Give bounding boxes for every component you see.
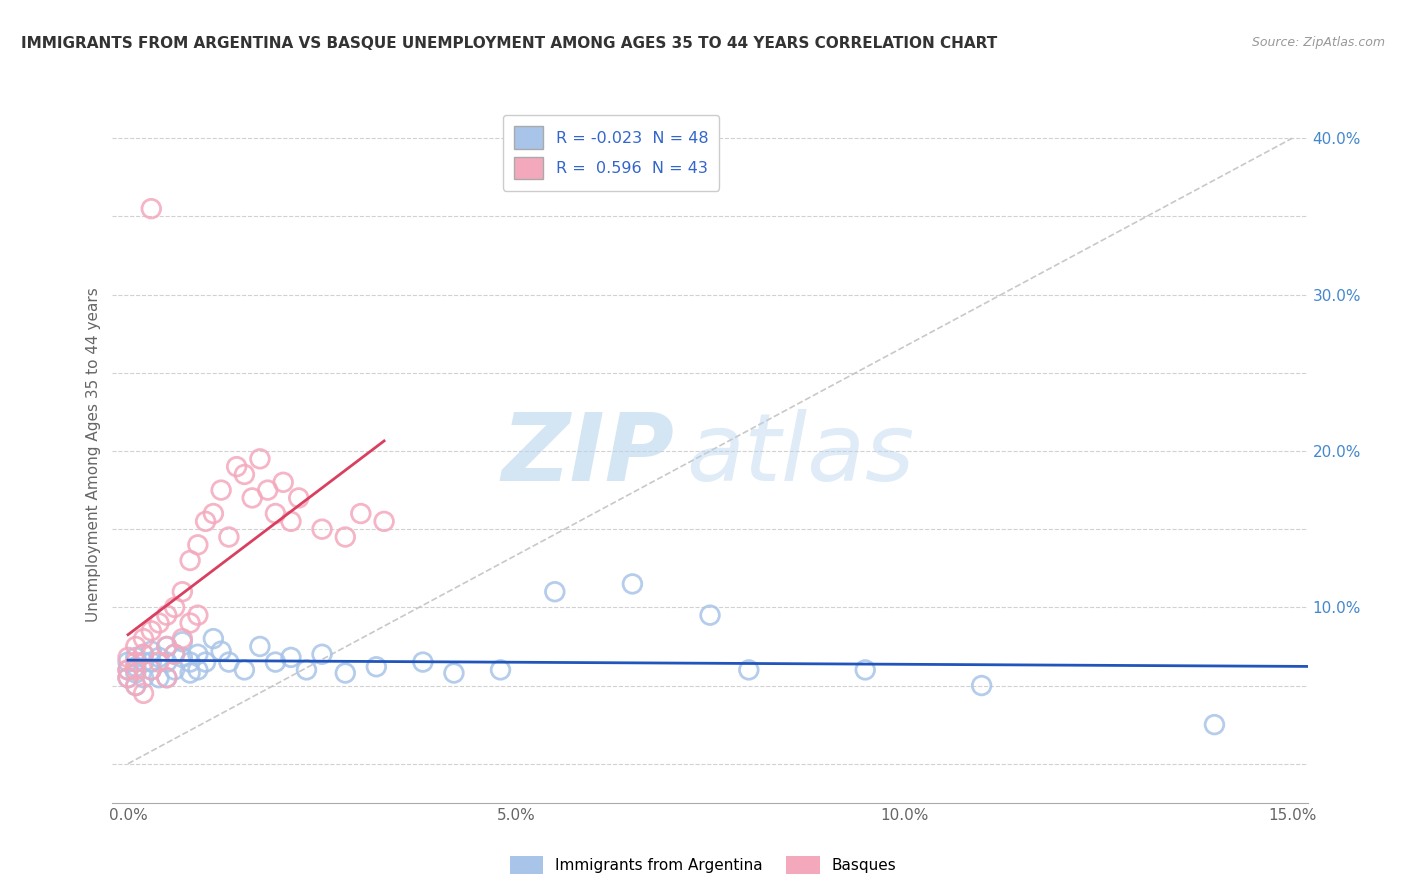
Point [621,577,644,591]
Point [350,507,373,521]
Text: atlas: atlas [686,409,914,500]
Point [125,655,148,669]
Point [125,650,148,665]
Point [172,650,194,665]
Point [209,483,232,497]
Point [179,655,201,669]
Point [141,624,163,638]
Point [132,686,155,700]
Legend: Immigrants from Argentina, Basques: Immigrants from Argentina, Basques [503,850,903,880]
Point [125,640,148,654]
Point [225,459,247,474]
Text: Source: ZipAtlas.com: Source: ZipAtlas.com [1251,36,1385,49]
Point [249,640,271,654]
Point [295,663,318,677]
Point [156,655,179,669]
Point [187,663,209,677]
Point [117,655,139,669]
Point [117,663,139,677]
Point [280,514,302,528]
Point [249,451,271,466]
Point [209,644,232,658]
Point [264,655,287,669]
Point [132,655,155,669]
Point [853,663,876,677]
Point [141,202,163,216]
Point [156,671,179,685]
Point [280,650,302,665]
Point [117,671,139,685]
Point [148,650,170,665]
Point [156,608,179,623]
Point [1204,717,1226,731]
Point [125,679,148,693]
Point [970,679,993,693]
Point [335,530,357,544]
Point [125,660,148,674]
Point [366,660,388,674]
Point [156,640,179,654]
Point [187,608,209,623]
Point [233,663,256,677]
Point [132,647,155,661]
Point [187,647,209,661]
Point [148,615,170,630]
Text: ZIP: ZIP [502,409,675,501]
Point [202,632,225,646]
Point [117,671,139,685]
Point [125,679,148,693]
Y-axis label: Unemployment Among Ages 35 to 44 years: Unemployment Among Ages 35 to 44 years [86,287,101,623]
Point [412,655,434,669]
Point [738,663,761,677]
Point [335,666,357,681]
Point [163,663,186,677]
Point [179,615,201,630]
Point [163,647,186,661]
Point [218,655,240,669]
Point [256,483,278,497]
Point [287,491,309,505]
Point [132,647,155,661]
Point [141,663,163,677]
Point [202,507,225,521]
Point [373,514,395,528]
Point [699,608,721,623]
Point [148,655,170,669]
Point [156,671,179,685]
Point [271,475,294,490]
Point [117,663,139,677]
Point [132,671,155,685]
Point [311,522,333,536]
Point [141,644,163,658]
Point [179,553,201,567]
Point [179,666,201,681]
Point [172,584,194,599]
Point [141,655,163,669]
Point [148,671,170,685]
Legend: R = -0.023  N = 48, R =  0.596  N = 43: R = -0.023 N = 48, R = 0.596 N = 43 [503,115,720,191]
Point [233,467,256,482]
Point [132,632,155,646]
Point [264,507,287,521]
Point [117,650,139,665]
Point [187,538,209,552]
Point [163,600,186,615]
Point [141,663,163,677]
Text: IMMIGRANTS FROM ARGENTINA VS BASQUE UNEMPLOYMENT AMONG AGES 35 TO 44 YEARS CORRE: IMMIGRANTS FROM ARGENTINA VS BASQUE UNEM… [21,36,997,51]
Point [156,640,179,654]
Point [194,514,217,528]
Point [240,491,263,505]
Point [194,655,217,669]
Point [443,666,465,681]
Point [125,663,148,677]
Point [218,530,240,544]
Point [172,634,194,648]
Point [544,584,567,599]
Point [489,663,512,677]
Point [172,632,194,646]
Point [311,647,333,661]
Point [125,666,148,681]
Point [163,647,186,661]
